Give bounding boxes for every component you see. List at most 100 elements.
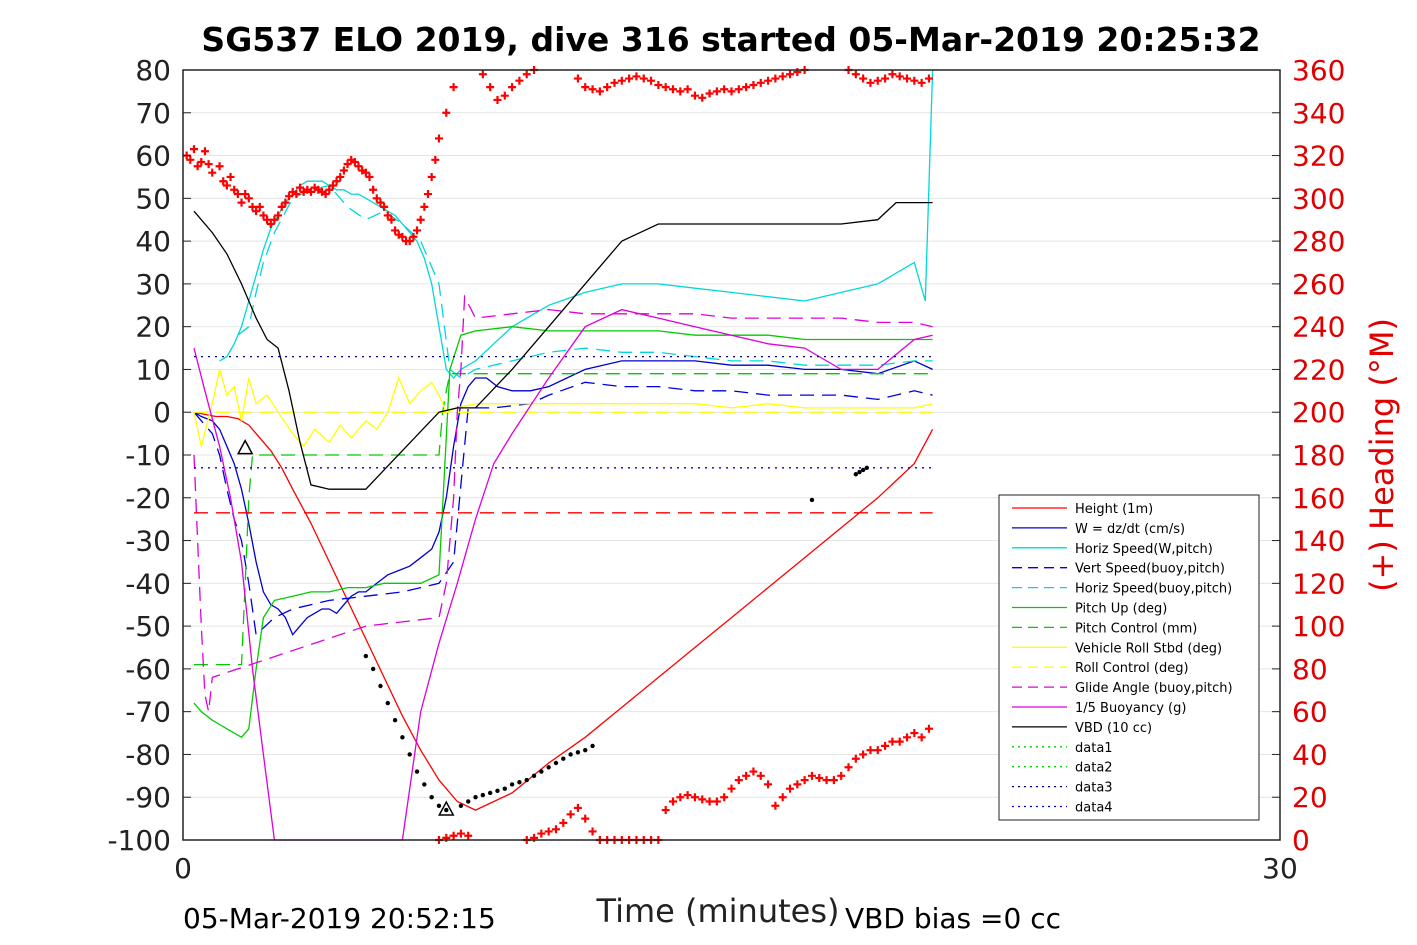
sample-dot [583,747,588,753]
heading-marker [895,72,904,81]
heading-marker [712,797,721,806]
heading-marker [888,70,897,79]
heading-marker [764,780,773,789]
heading-marker [917,733,926,742]
sample-dot [466,799,471,804]
heading-marker [566,810,575,819]
y-tick-label: 30 [135,268,171,301]
heading-marker [431,155,440,164]
y-tick-label: -100 [107,824,171,857]
heading-marker [749,80,758,89]
heading-marker [478,70,487,79]
heading-marker [270,215,279,224]
heading-marker [588,85,597,94]
heading-marker [698,93,707,102]
legend-label: Pitch Up (deg) [1075,602,1167,617]
heading-marker [200,147,209,156]
heading-marker [193,162,202,171]
sample-dot [495,788,500,794]
sample-dot [531,773,537,779]
heading-marker [350,157,359,166]
y-axis-left-ticks: 80 70 60 50 40 30 20 10 0 -10 -20 -30 -40 -50 -60 -70 -8… [107,54,191,857]
y-tick-label: -30 [125,525,171,558]
triangle-marker [236,439,254,455]
legend-label: Horiz Speed(buoy,pitch) [1075,582,1232,597]
sample-dot [860,467,866,473]
heading-marker [226,172,235,181]
heading-marker [434,134,443,143]
sample-dot [385,700,390,706]
y-tick-label: -80 [125,738,171,771]
heading-marker [559,818,568,827]
heading-marker [215,162,224,171]
sample-dot [414,769,420,774]
y-right-tick-label: 120 [1292,567,1345,600]
heading-marker [336,172,345,181]
heading-marker [456,829,465,838]
heading-marker [603,83,612,92]
sample-dot [857,469,862,475]
y-tick-label: 50 [135,182,171,215]
series-line-1 [193,360,933,636]
sample-dot [546,765,551,770]
sample-dot [487,790,493,796]
sample-dot [509,782,515,787]
heading-marker [771,74,780,83]
heading-marker [204,160,213,169]
heading-marker [449,83,458,92]
heading-marker [683,85,692,94]
heading-marker [189,145,198,154]
heading-marker [219,177,228,186]
heading-marker [285,192,294,201]
heading-marker [391,226,400,235]
sample-dot [407,752,412,757]
heading-marker [588,827,597,836]
sample-dot [378,683,383,689]
heading-marker [903,733,912,742]
sample-dot [568,752,573,757]
heading-marker [895,737,904,746]
sample-dot [422,782,427,787]
heading-marker [683,791,692,800]
y-tick-label: 20 [135,311,171,344]
heading-marker [910,729,919,738]
sample-dot [363,653,369,659]
heading-marker [690,793,699,802]
heading-marker [924,74,933,83]
series-line-2 [219,69,934,380]
heading-marker [727,87,736,96]
heading-marker [259,211,268,220]
heading-marker [328,181,337,190]
y-right-tick-label: 320 [1292,140,1345,173]
heading-marker [405,237,414,246]
heading-marker [873,76,882,85]
heading-marker [222,181,231,190]
series-line-6 [194,373,933,666]
y-tick-label: -70 [125,696,171,729]
heading-marker [233,190,242,199]
heading-marker [734,85,743,94]
heading-marker [632,72,641,81]
heading-marker [800,776,809,785]
series-line-9 [193,294,933,712]
y-right-tick-label: 280 [1292,225,1345,258]
heading-marker [639,74,648,83]
y-right-tick-label: 80 [1292,653,1328,686]
heading-marker [277,202,286,211]
heading-marker [859,74,868,83]
heading-marker [252,207,261,216]
sample-dot [370,666,376,672]
heading-marker [742,771,751,780]
legend-label: W = dz/dt (cm/s) [1075,522,1185,537]
heading-marker [866,746,875,755]
heading-marker [383,211,392,220]
heading-marker [197,157,206,166]
heading-marker [815,773,824,782]
footer-vbd-bias: VBD bias =0 cc [845,902,1061,935]
heading-marker [361,168,370,177]
heading-marker [500,91,509,100]
y-right-tick-label: 300 [1292,182,1345,215]
sample-dot [864,465,869,471]
heading-marker [281,198,290,207]
heading-marker [427,172,436,181]
